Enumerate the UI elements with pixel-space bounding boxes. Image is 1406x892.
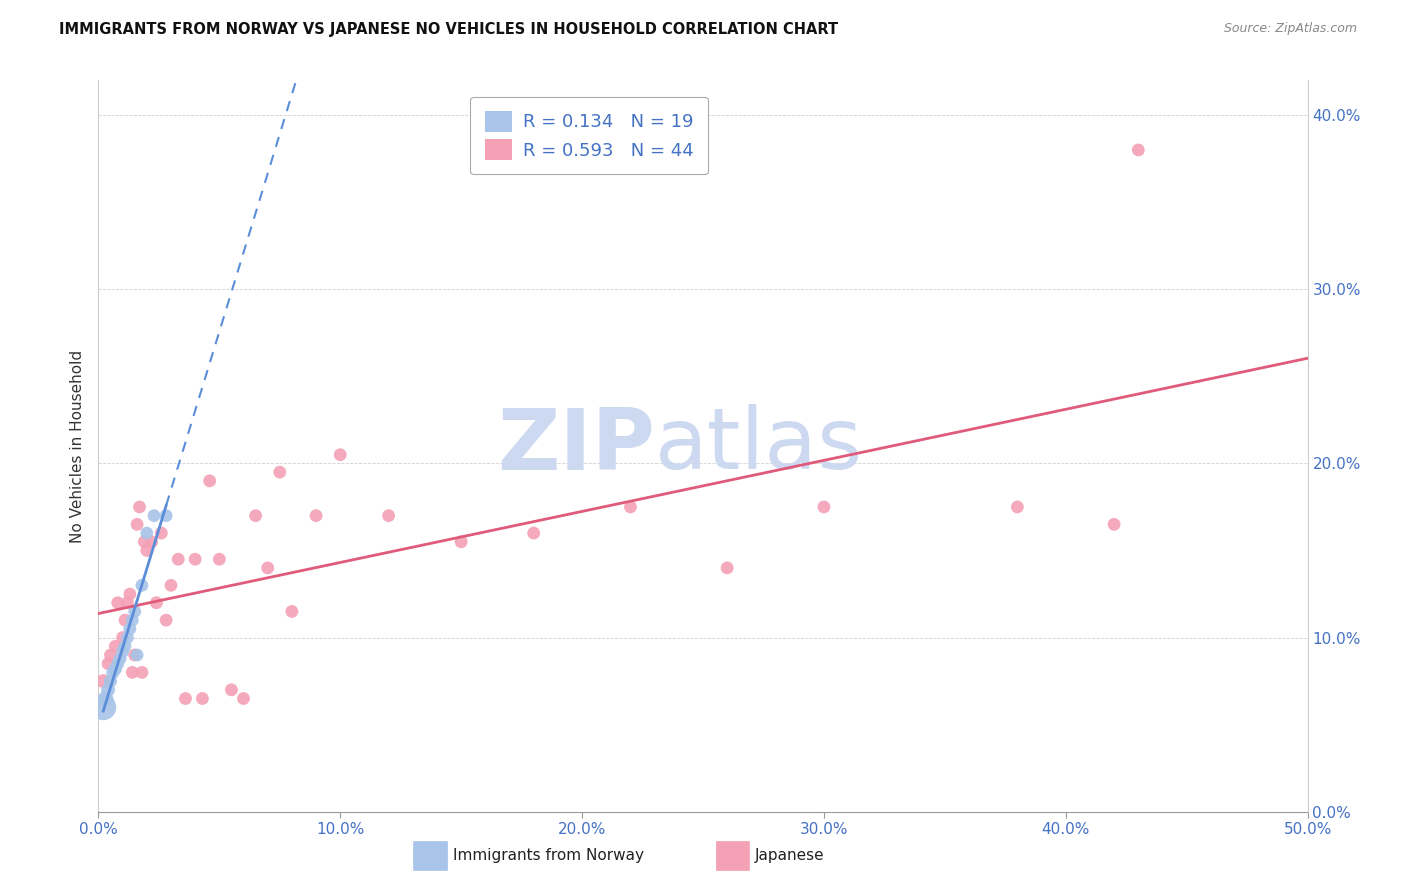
Point — [256, 561, 278, 575]
Point — [1128, 143, 1150, 157]
Point — [131, 578, 153, 592]
Point — [97, 657, 120, 671]
Point — [128, 500, 150, 514]
Point — [450, 534, 472, 549]
Point — [155, 508, 177, 523]
Point — [813, 500, 835, 514]
Point — [108, 651, 131, 665]
Point — [174, 691, 197, 706]
Text: Source: ZipAtlas.com: Source: ZipAtlas.com — [1223, 22, 1357, 36]
Point — [141, 534, 163, 549]
Point — [191, 691, 214, 706]
Point — [117, 631, 139, 645]
Point — [232, 691, 254, 706]
Point — [145, 596, 167, 610]
Text: Immigrants from Norway: Immigrants from Norway — [453, 848, 644, 863]
Legend: R = 0.134   N = 19, R = 0.593   N = 44: R = 0.134 N = 19, R = 0.593 N = 44 — [470, 96, 707, 175]
Point — [94, 691, 117, 706]
Point — [160, 578, 183, 592]
Point — [134, 534, 156, 549]
Point — [100, 648, 122, 662]
Point — [135, 526, 157, 541]
Point — [377, 508, 399, 523]
Point — [619, 500, 641, 514]
Point — [107, 657, 129, 671]
Text: atlas: atlas — [655, 404, 863, 488]
Point — [124, 604, 146, 618]
Point — [114, 640, 136, 654]
Point — [150, 526, 173, 541]
Point — [91, 700, 114, 714]
Point — [121, 665, 143, 680]
Point — [111, 644, 134, 658]
Point — [107, 596, 129, 610]
Point — [100, 674, 122, 689]
Point — [91, 674, 114, 689]
Point — [104, 662, 127, 676]
Point — [155, 613, 177, 627]
Point — [329, 448, 352, 462]
Y-axis label: No Vehicles in Household: No Vehicles in Household — [70, 350, 86, 542]
Point — [716, 561, 738, 575]
Point — [118, 622, 141, 636]
Point — [198, 474, 221, 488]
Point — [101, 665, 124, 680]
Text: IMMIGRANTS FROM NORWAY VS JAPANESE NO VEHICLES IN HOUSEHOLD CORRELATION CHART: IMMIGRANTS FROM NORWAY VS JAPANESE NO VE… — [59, 22, 838, 37]
Point — [167, 552, 190, 566]
Point — [97, 682, 120, 697]
Text: Japanese: Japanese — [755, 848, 825, 863]
Point — [143, 508, 166, 523]
Point — [523, 526, 546, 541]
Point — [131, 665, 153, 680]
Point — [305, 508, 328, 523]
Point — [111, 631, 134, 645]
Point — [208, 552, 231, 566]
Point — [118, 587, 141, 601]
Point — [1102, 517, 1125, 532]
Point — [127, 648, 149, 662]
Point — [121, 613, 143, 627]
Point — [245, 508, 267, 523]
Point — [221, 682, 243, 697]
Point — [184, 552, 207, 566]
Point — [281, 604, 304, 618]
Point — [269, 465, 291, 479]
Text: ZIP: ZIP — [496, 404, 655, 488]
Point — [135, 543, 157, 558]
Point — [127, 517, 149, 532]
Point — [104, 640, 127, 654]
Point — [114, 613, 136, 627]
Point — [124, 648, 146, 662]
Point — [117, 596, 139, 610]
Point — [1007, 500, 1029, 514]
